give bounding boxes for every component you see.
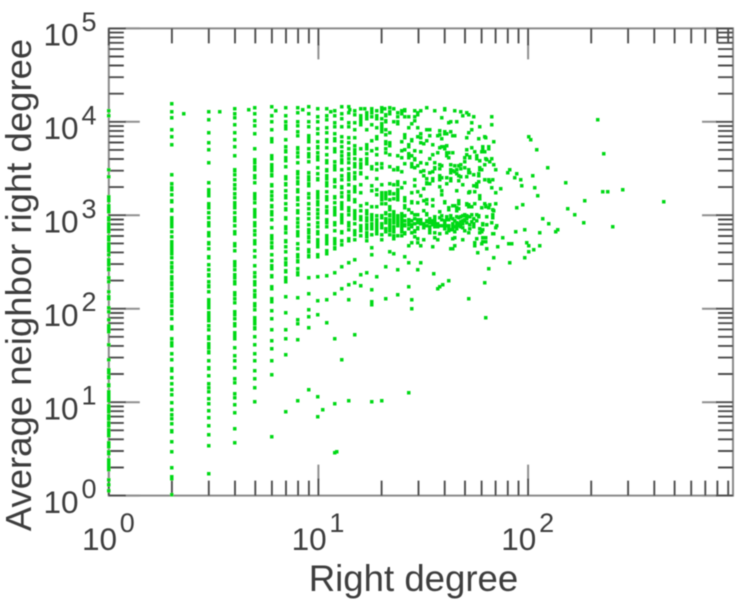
- svg-text:10: 10: [43, 17, 78, 53]
- svg-text:Right degree: Right degree: [309, 558, 518, 599]
- svg-text:10: 10: [43, 391, 78, 427]
- svg-text:10: 10: [43, 297, 78, 333]
- svg-text:1: 1: [329, 508, 344, 538]
- svg-text:0: 0: [120, 508, 135, 538]
- svg-text:10: 10: [43, 484, 78, 520]
- svg-text:Average neighbor right degree: Average neighbor right degree: [0, 39, 39, 531]
- svg-text:2: 2: [539, 508, 554, 538]
- svg-text:5: 5: [82, 7, 97, 37]
- svg-text:1: 1: [82, 381, 97, 411]
- svg-text:3: 3: [82, 194, 97, 224]
- svg-text:10: 10: [43, 204, 78, 240]
- svg-text:4: 4: [82, 100, 97, 130]
- svg-text:10: 10: [292, 521, 327, 557]
- svg-text:10: 10: [43, 110, 78, 146]
- svg-text:2: 2: [82, 287, 97, 317]
- svg-text:0: 0: [82, 474, 97, 504]
- svg-text:10: 10: [501, 521, 536, 557]
- svg-text:10: 10: [82, 521, 117, 557]
